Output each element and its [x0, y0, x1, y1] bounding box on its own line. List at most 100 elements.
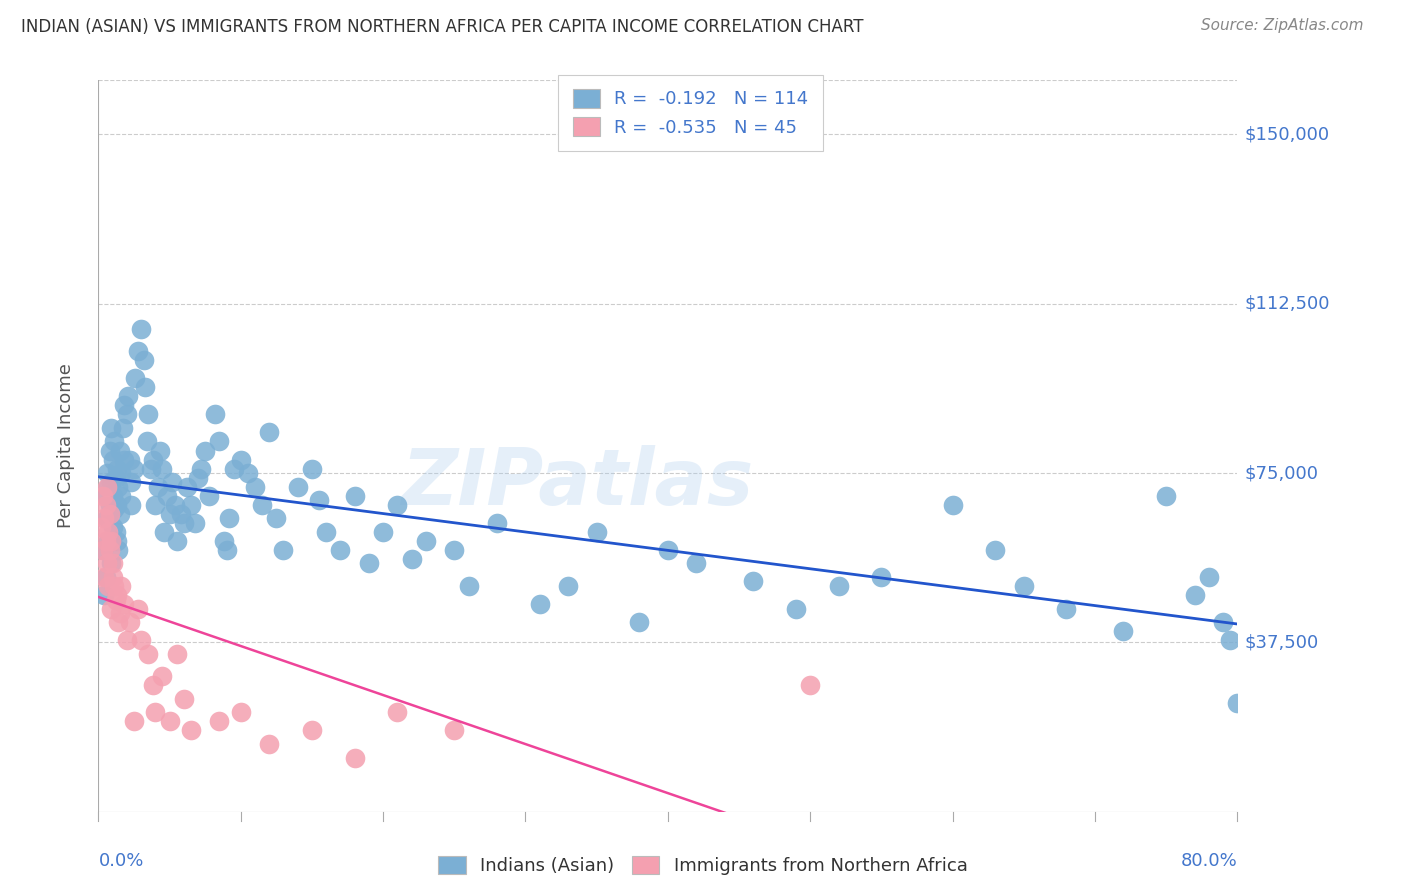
Point	[443, 542, 465, 557]
Point	[170, 507, 193, 521]
Point	[486, 516, 509, 530]
Point	[108, 606, 131, 620]
Point	[98, 507, 121, 521]
Point	[127, 344, 149, 359]
Point	[96, 557, 118, 571]
Point	[373, 524, 395, 539]
Point	[97, 533, 120, 548]
Point	[149, 443, 172, 458]
Point	[129, 633, 152, 648]
Point	[110, 489, 132, 503]
Point	[387, 498, 409, 512]
Point	[229, 452, 252, 467]
Point	[148, 480, 170, 494]
Text: 0.0%: 0.0%	[98, 853, 143, 871]
Point	[91, 542, 114, 557]
Point	[315, 524, 337, 539]
Point	[139, 461, 162, 475]
Point	[91, 542, 114, 557]
Point	[110, 579, 132, 593]
Point	[184, 516, 207, 530]
Point	[215, 542, 238, 557]
Text: Source: ZipAtlas.com: Source: ZipAtlas.com	[1201, 18, 1364, 33]
Point	[212, 533, 235, 548]
Point	[187, 470, 209, 484]
Point	[122, 714, 145, 729]
Point	[136, 408, 159, 422]
Point	[557, 579, 579, 593]
Point	[308, 493, 330, 508]
Point	[134, 380, 156, 394]
Point	[229, 706, 252, 720]
Point	[108, 507, 131, 521]
Point	[243, 480, 266, 494]
Point	[96, 480, 118, 494]
Point	[984, 542, 1007, 557]
Point	[1154, 489, 1177, 503]
Point	[1012, 579, 1035, 593]
Point	[111, 421, 134, 435]
Point	[100, 557, 122, 571]
Point	[118, 452, 141, 467]
Point	[103, 579, 125, 593]
Point	[117, 389, 139, 403]
Point	[93, 511, 115, 525]
Point	[1219, 633, 1241, 648]
Point	[118, 615, 141, 629]
Point	[107, 480, 129, 494]
Point	[1112, 624, 1135, 639]
Point	[259, 425, 281, 440]
Point	[343, 489, 366, 503]
Point	[94, 489, 117, 503]
Text: 80.0%: 80.0%	[1181, 853, 1237, 871]
Point	[259, 737, 281, 751]
Point	[145, 706, 167, 720]
Point	[97, 524, 120, 539]
Point	[942, 498, 965, 512]
Point	[97, 579, 120, 593]
Point	[443, 723, 465, 738]
Point	[108, 443, 131, 458]
Point	[180, 498, 202, 512]
Point	[105, 533, 128, 548]
Point	[96, 466, 118, 480]
Point	[156, 489, 179, 503]
Point	[129, 321, 152, 335]
Point	[301, 461, 323, 475]
Point	[198, 489, 221, 503]
Point	[135, 434, 157, 449]
Point	[122, 461, 145, 475]
Text: $150,000: $150,000	[1244, 126, 1330, 144]
Point	[742, 574, 765, 589]
Point	[1184, 588, 1206, 602]
Point	[828, 579, 851, 593]
Point	[236, 466, 259, 480]
Legend: Indians (Asian), Immigrants from Northern Africa: Indians (Asian), Immigrants from Norther…	[425, 841, 981, 889]
Point	[104, 470, 127, 484]
Point	[799, 678, 821, 692]
Point	[152, 461, 174, 475]
Text: INDIAN (ASIAN) VS IMMIGRANTS FROM NORTHERN AFRICA PER CAPITA INCOME CORRELATION : INDIAN (ASIAN) VS IMMIGRANTS FROM NORTHE…	[21, 18, 863, 36]
Point	[93, 588, 115, 602]
Text: $37,500: $37,500	[1244, 633, 1319, 651]
Point	[90, 520, 112, 534]
Point	[176, 480, 198, 494]
Point	[93, 570, 115, 584]
Point	[91, 489, 114, 503]
Point	[107, 615, 129, 629]
Point	[115, 633, 138, 648]
Point	[343, 750, 366, 764]
Point	[159, 507, 181, 521]
Point	[104, 592, 127, 607]
Point	[166, 647, 188, 661]
Point	[208, 434, 231, 449]
Point	[785, 601, 807, 615]
Point	[250, 498, 273, 512]
Point	[101, 520, 124, 534]
Point	[98, 443, 121, 458]
Point	[120, 475, 142, 489]
Point	[329, 542, 352, 557]
Point	[165, 498, 187, 512]
Point	[657, 542, 679, 557]
Text: $112,500: $112,500	[1244, 294, 1330, 313]
